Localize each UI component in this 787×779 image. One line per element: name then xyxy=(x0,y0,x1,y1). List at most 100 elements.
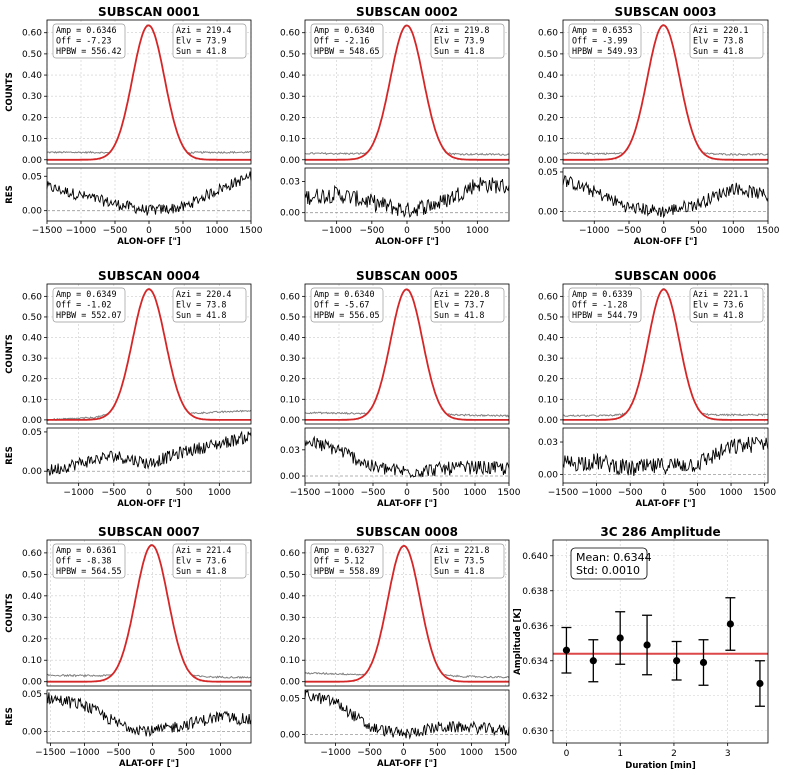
info-right-line: Sun = 41.8 xyxy=(434,46,484,56)
stats-box-frame xyxy=(570,547,648,580)
y-tick-label: 0.60 xyxy=(280,29,300,39)
residual-frame xyxy=(562,167,769,222)
y-tick-label: 0.40 xyxy=(22,334,42,344)
y-tick-label: 0.40 xyxy=(538,71,558,81)
info-box-frame xyxy=(310,23,384,59)
residual-series xyxy=(562,175,769,219)
y-tick-label: 0.20 xyxy=(280,375,300,385)
info-box-frame xyxy=(172,23,247,59)
info-left-line: HPBW = 544.79 xyxy=(572,310,638,320)
info-box-frame xyxy=(172,287,247,323)
panel-title: SUBSCAN 0007 xyxy=(98,525,200,539)
residual-series xyxy=(304,435,510,479)
fit-series xyxy=(305,24,509,161)
x-tick-label: −1000 xyxy=(320,748,351,758)
residual-series xyxy=(46,171,252,216)
x-tick-label: 0 xyxy=(401,748,407,758)
info-left-line: HPBW = 564.55 xyxy=(56,566,122,576)
y-tick-label: 0.50 xyxy=(280,313,300,323)
x-tick-label: 1000 xyxy=(720,488,743,498)
x-tick-label: 500 xyxy=(434,226,451,236)
y-tick-label: 0.60 xyxy=(538,29,558,39)
x-tick-label: 1500 xyxy=(494,748,517,758)
res-axis-label: RES xyxy=(5,185,15,203)
x-tick-label: 1500 xyxy=(240,226,263,236)
info-box-frame xyxy=(52,543,126,579)
y-tick-label: 0.60 xyxy=(22,292,42,302)
data-point xyxy=(698,639,709,686)
y-tick-label: 0.60 xyxy=(280,549,300,559)
res-tick-label: 0.00 xyxy=(280,730,300,740)
y-tick-label: 0.10 xyxy=(22,656,42,666)
y-tick-label: 0.40 xyxy=(280,592,300,602)
info-left-line: HPBW = 552.07 xyxy=(56,310,122,320)
y-tick-label: 0.634 xyxy=(522,657,548,667)
info-box-frame xyxy=(430,287,505,323)
data-point xyxy=(561,626,572,674)
info-right-line: Azi = 219.4 xyxy=(176,25,231,35)
stats-line: Mean: 0.6344 xyxy=(576,551,652,564)
y-tick-label: 0.30 xyxy=(538,354,558,364)
y-tick-label: 0.00 xyxy=(280,156,300,166)
info-left-line: Amp = 0.6340 xyxy=(314,25,375,35)
info-box-frame xyxy=(689,287,764,323)
res-tick-label: 0.00 xyxy=(22,467,42,477)
info-left-line: HPBW = 556.05 xyxy=(314,310,380,320)
plot-frame xyxy=(552,539,769,744)
x-tick-label: −1500 xyxy=(290,488,321,498)
y-tick-label: 0.20 xyxy=(538,375,558,385)
res-tick-label: 0.03 xyxy=(280,446,300,456)
y-axis-label: Amplitude [K] xyxy=(513,608,523,675)
x-tick-label: 1000 xyxy=(466,226,489,236)
res-tick-label: 0.05 xyxy=(280,695,300,705)
y-tick-label: 0.40 xyxy=(280,334,300,344)
residual-series xyxy=(46,692,252,738)
info-right-line: Sun = 41.8 xyxy=(693,310,743,320)
info-right-line: Elv = 73.5 xyxy=(434,556,484,566)
info-left-line: Off = -8.38 xyxy=(56,556,111,566)
x-tick-label: 1500 xyxy=(757,226,780,236)
point-marker xyxy=(562,646,571,654)
info-right-line: Sun = 41.8 xyxy=(176,46,226,56)
data-point xyxy=(754,660,765,707)
point-marker xyxy=(616,634,624,642)
x-tick-label: 2 xyxy=(671,749,677,759)
x-tick-label: 0 xyxy=(150,748,156,758)
x-tick-label: 500 xyxy=(429,748,446,758)
info-right-line: Sun = 41.8 xyxy=(176,566,226,576)
info-left-line: Off = -1.28 xyxy=(572,300,627,310)
info-right-line: Sun = 41.8 xyxy=(176,310,226,320)
grid-lines xyxy=(562,284,768,483)
y-tick-label: 0.10 xyxy=(538,135,558,145)
data-point xyxy=(588,639,599,683)
info-box-frame xyxy=(430,23,505,59)
x-tick-label: −500 xyxy=(618,488,643,498)
x-axis-label: ALAT-OFF ["] xyxy=(377,759,437,769)
y-tick-label: 0.60 xyxy=(22,29,42,39)
info-right-line: Sun = 41.8 xyxy=(434,310,484,320)
y-axis-label: COUNTS xyxy=(5,334,15,373)
y-tick-label: 0.50 xyxy=(538,313,558,323)
info-right-line: Azi = 221.1 xyxy=(693,289,748,299)
point-marker xyxy=(756,679,764,688)
panel-6: SUBSCAN 0006 0.00 0.10 0.20 0.30 0.40 0.50 0.60… xyxy=(538,269,776,509)
x-tick-label: 1000 xyxy=(464,488,487,498)
x-tick-label: 500 xyxy=(690,226,707,236)
y-tick-label: 0.30 xyxy=(22,613,42,623)
x-tick-label: −1000 xyxy=(324,488,355,498)
panel-title: SUBSCAN 0004 xyxy=(98,269,200,283)
y-tick-label: 0.20 xyxy=(22,375,42,385)
y-axis-label: COUNTS xyxy=(5,72,15,111)
x-tick-label: 500 xyxy=(178,748,195,758)
data-point xyxy=(642,614,653,676)
info-box-frame xyxy=(310,287,384,323)
info-left-line: HPBW = 558.89 xyxy=(314,566,380,576)
panel-title: SUBSCAN 0002 xyxy=(356,5,458,19)
